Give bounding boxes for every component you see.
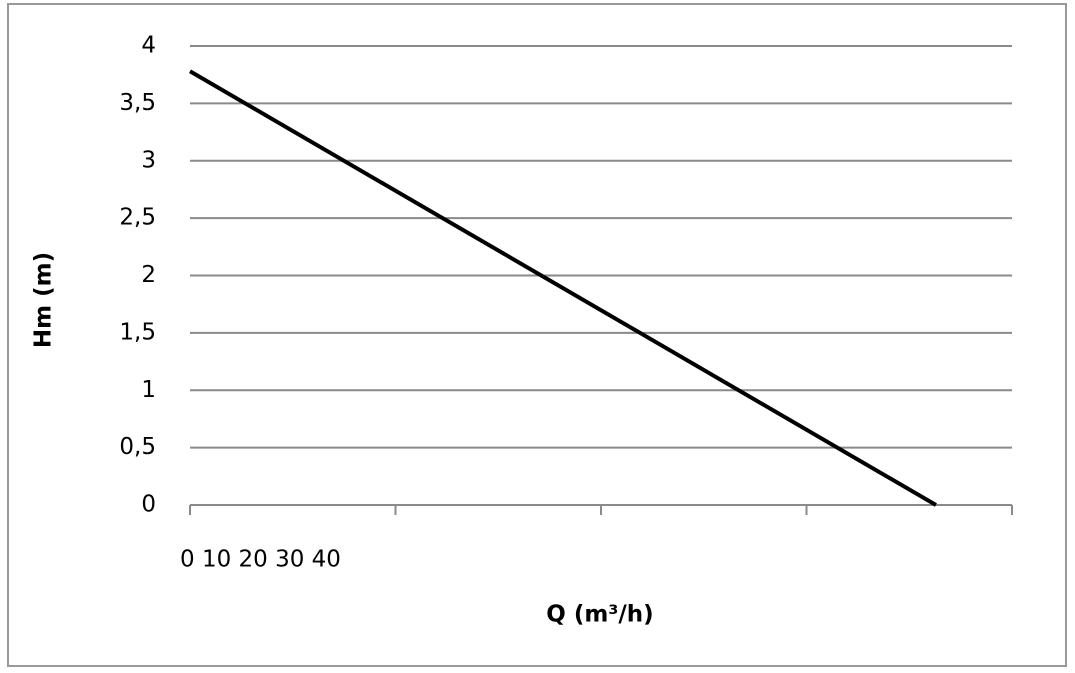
chart-frame: [7, 3, 1067, 667]
x-tick-text: 0 10 20 30 40: [180, 547, 341, 573]
y-tick-label: 0: [141, 492, 156, 518]
y-tick-label: 0,5: [119, 434, 156, 460]
line: [188, 69, 937, 507]
x-axis-title: Q (m³/h): [546, 602, 653, 628]
y-tick-label: 3: [141, 147, 156, 173]
y-tick-label: 3,5: [119, 90, 156, 116]
y-tick-label: 4: [141, 33, 156, 59]
y-tick-label: 2,5: [119, 205, 156, 231]
y-tick-label: 2: [141, 262, 156, 288]
y-axis-title: Hm (m): [31, 252, 57, 348]
y-tick-label: 1: [141, 377, 156, 403]
y-tick-label: 1,5: [119, 319, 156, 345]
